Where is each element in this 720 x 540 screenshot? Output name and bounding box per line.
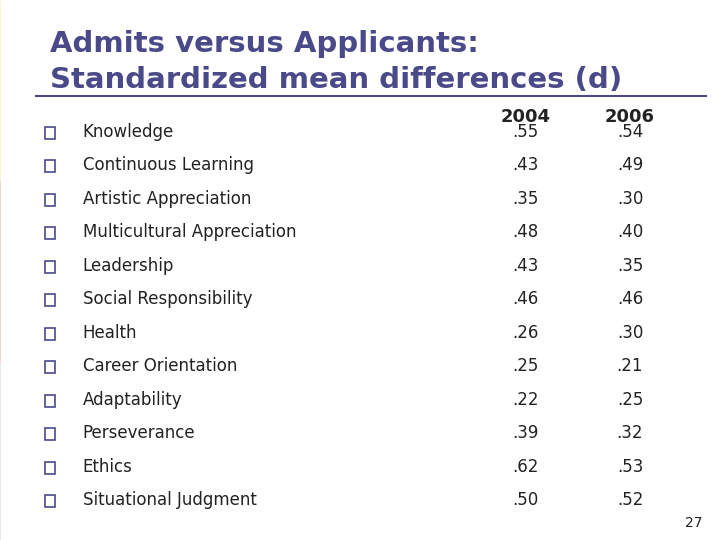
- Text: .35: .35: [513, 190, 539, 208]
- Text: Career Orientation: Career Orientation: [83, 357, 237, 375]
- Text: Leadership: Leadership: [83, 256, 174, 275]
- Text: .46: .46: [513, 290, 539, 308]
- Text: .53: .53: [617, 457, 643, 476]
- Bar: [45, 495, 55, 507]
- Text: .39: .39: [513, 424, 539, 442]
- Text: .32: .32: [617, 424, 643, 442]
- Text: Social Responsibility: Social Responsibility: [83, 290, 252, 308]
- Text: Knowledge: Knowledge: [83, 123, 174, 141]
- Text: 2004: 2004: [500, 108, 551, 126]
- Text: .43: .43: [513, 256, 539, 275]
- Text: Continuous Learning: Continuous Learning: [83, 156, 254, 174]
- Text: Artistic Appreciation: Artistic Appreciation: [83, 190, 251, 208]
- Text: .62: .62: [513, 457, 539, 476]
- Text: .54: .54: [617, 123, 643, 141]
- Text: Standardized mean differences (d): Standardized mean differences (d): [50, 66, 623, 94]
- Text: .50: .50: [513, 491, 539, 509]
- Text: Admits versus Applicants:: Admits versus Applicants:: [50, 30, 480, 58]
- Text: Multicultural Appreciation: Multicultural Appreciation: [83, 223, 297, 241]
- Text: Health: Health: [83, 323, 138, 342]
- Text: .52: .52: [617, 491, 643, 509]
- Bar: [45, 462, 55, 474]
- Text: Adaptability: Adaptability: [83, 390, 182, 409]
- Text: Situational Judgment: Situational Judgment: [83, 491, 256, 509]
- Text: .49: .49: [617, 156, 643, 174]
- Text: Ethics: Ethics: [83, 457, 132, 476]
- Text: .30: .30: [617, 190, 643, 208]
- Bar: [45, 127, 55, 139]
- Bar: [45, 294, 55, 306]
- Text: .26: .26: [513, 323, 539, 342]
- Text: .25: .25: [513, 357, 539, 375]
- Text: .35: .35: [617, 256, 643, 275]
- Bar: [45, 395, 55, 407]
- Text: 27: 27: [685, 516, 702, 530]
- Bar: [45, 361, 55, 373]
- Text: .25: .25: [617, 390, 643, 409]
- Bar: [45, 328, 55, 340]
- Bar: [45, 428, 55, 440]
- Text: .22: .22: [513, 390, 539, 409]
- Bar: [45, 194, 55, 206]
- Text: .48: .48: [513, 223, 539, 241]
- Text: Perseverance: Perseverance: [83, 424, 195, 442]
- Text: .30: .30: [617, 323, 643, 342]
- Text: .40: .40: [617, 223, 643, 241]
- Bar: [45, 261, 55, 273]
- Text: .43: .43: [513, 156, 539, 174]
- Text: .46: .46: [617, 290, 643, 308]
- Text: .55: .55: [513, 123, 539, 141]
- Bar: [45, 227, 55, 239]
- Bar: [45, 160, 55, 172]
- Text: .21: .21: [617, 357, 643, 375]
- Text: 2006: 2006: [605, 108, 655, 126]
